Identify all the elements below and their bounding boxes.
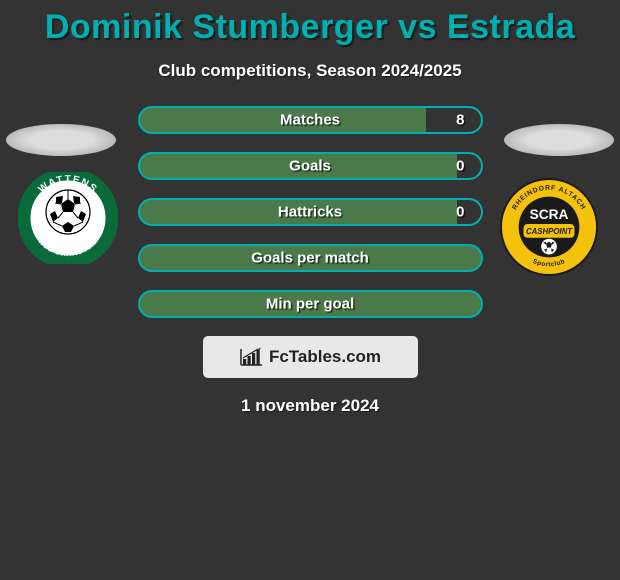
stat-label: Min per goal — [266, 296, 354, 313]
stat-bar: Goals 0 — [138, 152, 483, 180]
stat-bar: Matches 8 — [138, 106, 483, 134]
stat-bar: Hattricks 0 — [138, 198, 483, 226]
club-badge-left: WATTENS WSG SWAROVSKI — [18, 172, 118, 264]
svg-text:SCRA: SCRA — [530, 207, 569, 222]
chart-icon — [239, 347, 263, 367]
stat-bar: Min per goal — [138, 290, 483, 318]
stat-bar: Goals per match — [138, 244, 483, 272]
player-right-silhouette — [504, 124, 614, 156]
brand-box: FcTables.com — [203, 336, 418, 378]
player-left-silhouette — [6, 124, 116, 156]
page-title: Dominik Stumberger vs Estrada — [0, 0, 620, 47]
brand-text: FcTables.com — [269, 347, 381, 367]
stat-label: Hattricks — [278, 204, 342, 221]
stat-bars-container: Matches 8 Goals 0 Hattricks 0 Goals per match M… — [138, 106, 483, 318]
club-badge-right: RHEINDORF ALTACH Sportclub SCRA CASHPOIN… — [500, 178, 598, 276]
stat-value: 0 — [456, 204, 464, 221]
stat-label: Matches — [280, 112, 340, 129]
stat-value: 8 — [456, 112, 464, 129]
stat-value: 0 — [456, 158, 464, 175]
svg-text:CASHPOINT: CASHPOINT — [526, 227, 573, 236]
stat-label: Goals — [289, 158, 331, 175]
date-text: 1 november 2024 — [0, 396, 620, 416]
stat-label: Goals per match — [251, 250, 369, 267]
stat-bar-fill — [426, 108, 481, 132]
subtitle: Club competitions, Season 2024/2025 — [0, 61, 620, 81]
